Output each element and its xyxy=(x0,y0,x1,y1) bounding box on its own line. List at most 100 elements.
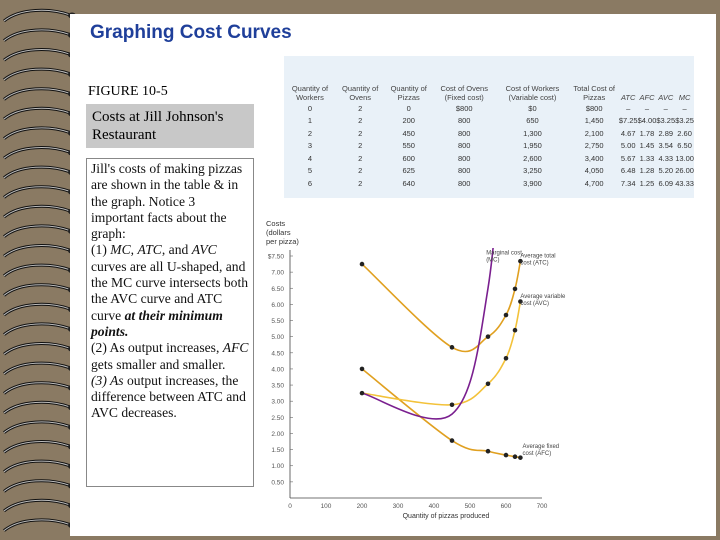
table-cell: 800 xyxy=(457,178,471,188)
table-cell: 800 xyxy=(457,141,471,151)
data-point-avc xyxy=(503,355,509,361)
table-cell: 2,100 xyxy=(584,128,604,138)
x-tick-label: 500 xyxy=(465,503,476,510)
cost-curves-chart: Costs (dollars per pizza) 0.50 1.00 1.50 2.00 2… xyxy=(256,214,586,520)
y-tick-label: 3.50 xyxy=(271,383,284,390)
figure-caption: Costs at Jill Johnson's Restaurant xyxy=(86,104,254,148)
explanation-textbox: Jill's costs of making pizzas are shown … xyxy=(86,158,254,487)
spiral-ring xyxy=(3,381,76,395)
y-tick-label: 4.50 xyxy=(271,350,284,357)
table-header-cell: Quantity of Ovens xyxy=(342,84,379,102)
table-cell: – xyxy=(644,103,650,113)
table-cell: 2.89 xyxy=(658,128,674,138)
table-cell: 6.50 xyxy=(677,141,692,151)
spiral-ring xyxy=(3,165,76,180)
table-header-cell: Total Cost of Pizzas xyxy=(573,84,615,102)
table-header-cell: Cost of Workers (Variable cost) xyxy=(505,84,560,102)
spiral-ring xyxy=(3,67,76,82)
spiral-ring xyxy=(3,48,76,62)
series-label-afc: cost (AFC) xyxy=(523,451,552,457)
data-point-atc xyxy=(518,258,523,264)
table-header-cell: MC xyxy=(678,92,691,102)
table-body: 0 2 0 $800 $0 $800 – – – – 1 2 200 800 650 1,450 $7.25 $4… xyxy=(284,102,694,190)
table-row: 4 2 600 800 2,600 3,400 5.67 1.33 4.33 13.00 xyxy=(284,152,694,165)
table-cell: 4.33 xyxy=(658,153,674,163)
table-cell: 1.78 xyxy=(639,128,655,138)
spiral-ring xyxy=(3,185,76,199)
series-line-mc xyxy=(361,248,494,420)
y-tick-label: 5.50 xyxy=(271,318,284,325)
table-header-cell: ATC xyxy=(620,92,636,102)
data-point-afc xyxy=(359,366,365,372)
data-point-afc xyxy=(449,438,455,443)
data-point-atc xyxy=(449,345,455,350)
data-point-atc xyxy=(485,334,491,339)
table-cell: 800 xyxy=(457,128,471,138)
data-point-afc xyxy=(518,455,523,460)
table-cell: 5.20 xyxy=(658,166,674,176)
series-line-atc xyxy=(361,261,522,353)
data-point-afc xyxy=(503,452,509,458)
table-cell: 625 xyxy=(402,166,415,176)
spiral-ring xyxy=(3,8,76,23)
table-cell: 2 xyxy=(358,153,363,163)
x-tick-label: 100 xyxy=(321,503,332,510)
table-cell: 600 xyxy=(402,153,415,163)
table-cell: 4 xyxy=(307,153,313,163)
table-cell: $800 xyxy=(585,103,603,113)
table-cell: 6.09 xyxy=(658,178,674,188)
data-point-atc xyxy=(512,286,518,292)
table-cell: 0 xyxy=(406,103,411,113)
table-cell: 2 xyxy=(358,128,363,138)
table-cell: 2 xyxy=(358,116,363,126)
spiral-ring xyxy=(3,244,76,258)
table-row: 0 2 0 $800 $0 $800 – – – – xyxy=(284,102,694,115)
table-cell: 3 xyxy=(307,141,313,151)
y-tick-label: 7.00 xyxy=(271,270,284,277)
table-cell: 43.33 xyxy=(675,178,694,188)
spiral-ring xyxy=(3,498,76,513)
y-axis-label: (dollars xyxy=(266,228,291,237)
spiral-ring xyxy=(3,263,76,278)
data-point-afc xyxy=(485,448,491,454)
y-tick-label: 1.50 xyxy=(271,447,284,454)
spiral-ring xyxy=(3,459,76,474)
series-label-atc: cost (ATC) xyxy=(520,261,548,267)
spiral-ring xyxy=(3,440,76,454)
table-cell: 1 xyxy=(307,116,313,126)
table-cell: 800 xyxy=(457,166,471,176)
x-axis-label: Quantity of pizzas produced xyxy=(403,513,490,520)
explanation-paragraph: (1) MC, ATC, and AVC curves are all U-sh… xyxy=(91,242,249,339)
data-point-avc xyxy=(512,327,518,333)
table-header-cell: Quantity of Pizzas xyxy=(390,84,427,102)
table-row: 5 2 625 800 3,250 4,050 6.48 1.28 5.20 26.00 xyxy=(284,165,694,178)
y-tick-label: 2.50 xyxy=(271,415,284,422)
spiral-binding xyxy=(3,8,76,532)
table-cell: 13.00 xyxy=(675,153,694,163)
y-tick-label: 4.00 xyxy=(271,366,284,373)
table-cell: 2 xyxy=(358,166,363,176)
table-cell: 3.54 xyxy=(658,141,674,151)
x-tick-label: 400 xyxy=(429,503,440,510)
cost-table: Quantity of Workers Quantity of Ovens Quan… xyxy=(284,56,694,190)
spiral-ring xyxy=(3,302,76,317)
table-cell: 1.33 xyxy=(639,153,655,163)
table-cell: 5.00 xyxy=(620,141,636,151)
table-cell: 4,050 xyxy=(584,166,604,176)
x-tick-label: 300 xyxy=(393,503,404,510)
spiral-ring xyxy=(3,106,76,121)
table-cell: 800 xyxy=(457,153,471,163)
table-row: 2 2 450 800 1,300 2,100 4.67 1.78 2.89 2.60 xyxy=(284,127,694,140)
spiral-ring xyxy=(3,28,76,42)
y-axis-label: Costs xyxy=(266,219,285,228)
table-cell: 800 xyxy=(457,116,471,126)
x-tick-label: 0 xyxy=(288,503,292,510)
data-point-afc xyxy=(512,454,518,459)
table-cell: 2.60 xyxy=(677,128,692,138)
table-cell: 4,700 xyxy=(584,178,604,188)
table-cell: 2,750 xyxy=(584,141,604,151)
table-cell: 200 xyxy=(402,116,415,126)
table-row: 1 2 200 800 650 1,450 $7.25 $4.00 $3.25 $3.25 xyxy=(284,115,694,128)
spiral-ring xyxy=(3,479,76,493)
